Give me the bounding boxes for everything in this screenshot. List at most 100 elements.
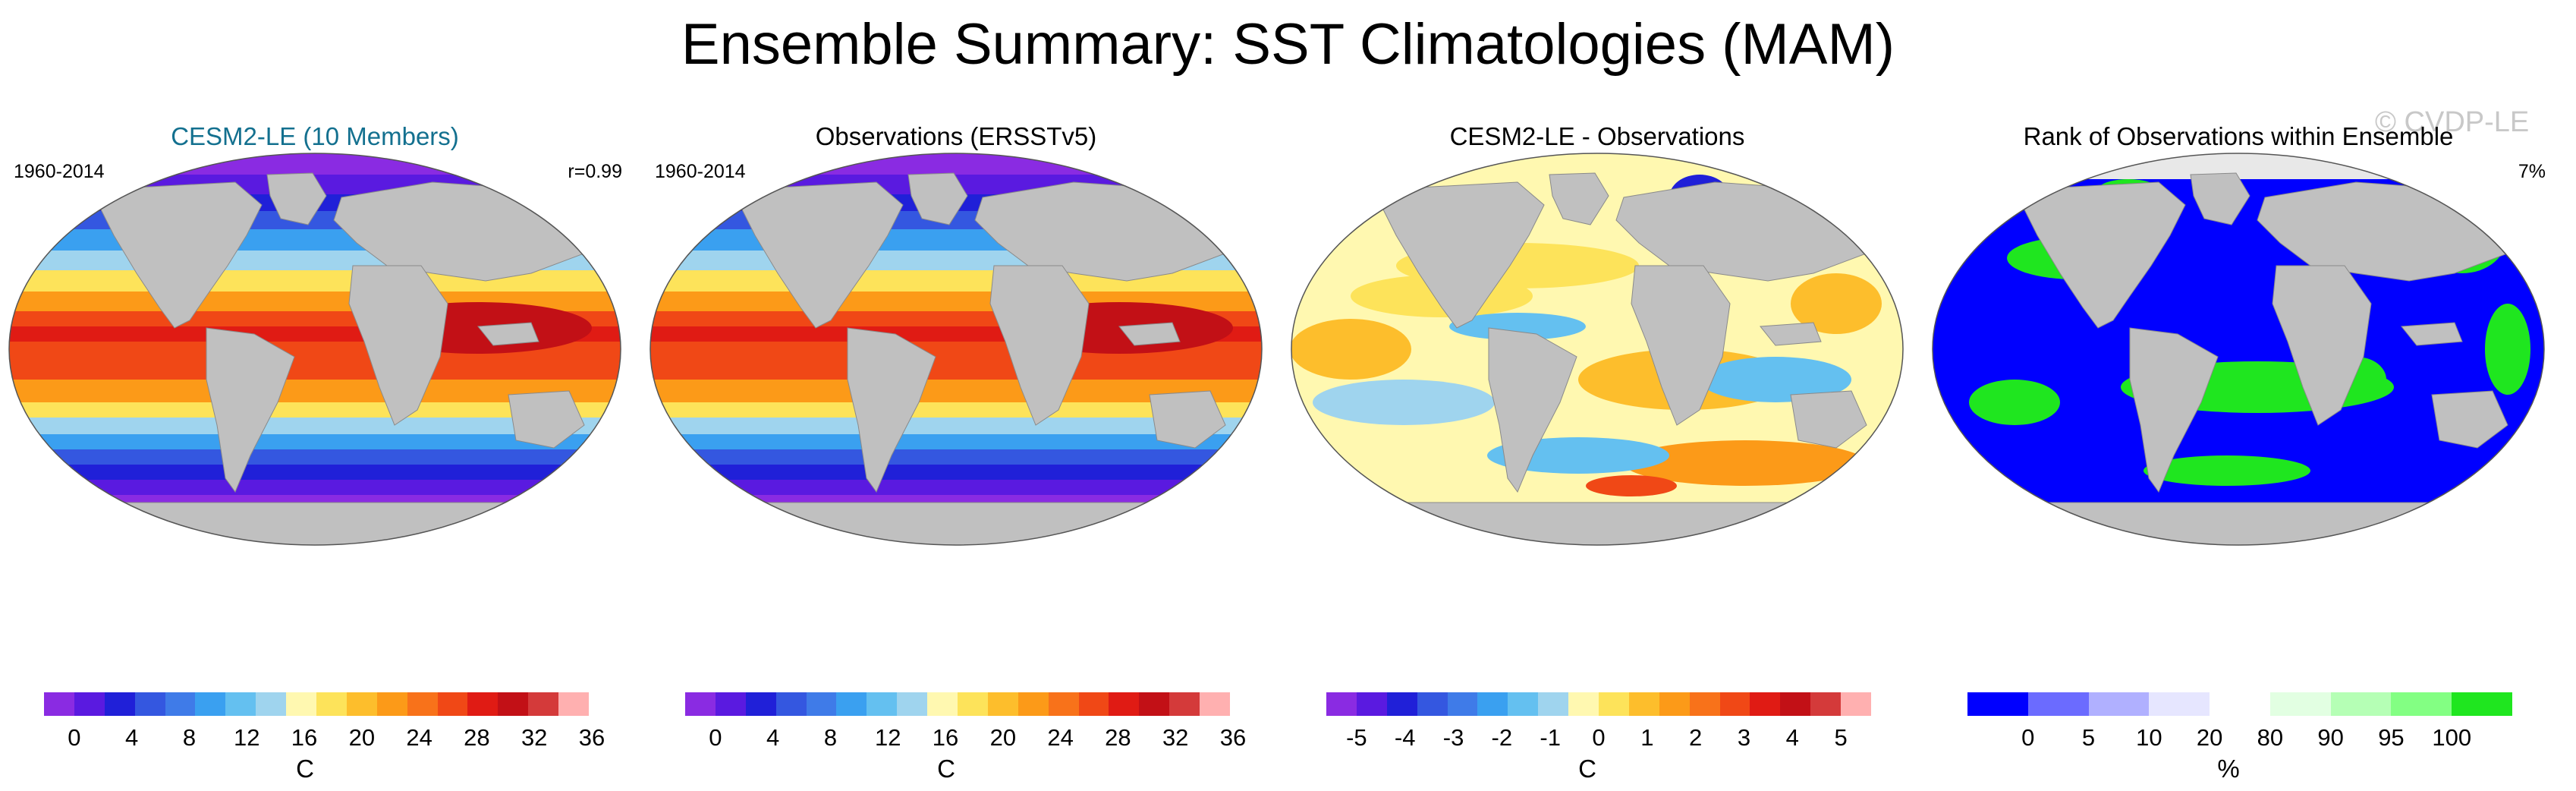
sst-latitude-band: [650, 434, 1262, 449]
colorbar-swatch: [2452, 692, 2513, 716]
colorbar-swatch: [715, 692, 747, 716]
colorbar-swatch: [2269, 692, 2332, 716]
rank-high-region: [2485, 304, 2530, 395]
colorbar-tick-label: 28: [464, 724, 490, 751]
colorbar-swatch: [1109, 692, 1140, 716]
south-america-land: [206, 327, 295, 493]
bias-map: [1291, 153, 1904, 546]
bias-anomaly-region: [1624, 440, 1867, 486]
colorbar-unit: C: [296, 755, 314, 783]
panel-observations-climatology: Observations (ERSSTv5) 1960-2014 0 4 8 12 16…: [641, 121, 1271, 783]
panel-title: Observations (ERSSTv5): [815, 122, 1097, 150]
colorbar-tick-label: 16: [932, 724, 959, 751]
africa-land: [1631, 265, 1731, 426]
north-america-land: [739, 181, 904, 329]
sst-latitude-band: [650, 449, 1262, 465]
colorbar-swatch: [1967, 692, 2029, 716]
colorbar-tick-label: 2: [1689, 724, 1703, 751]
sst-map: [650, 153, 1263, 546]
colorbar-swatch: [2027, 692, 2090, 716]
colorbar-swatch: [927, 692, 958, 716]
colorbar-swatch: [1599, 692, 1630, 716]
colorbar-swatch: [685, 692, 716, 716]
colorbar-swatch: [806, 692, 837, 716]
panel-title: CESM2-LE (10 Members): [171, 122, 459, 150]
indonesia-land: [1118, 322, 1181, 346]
colorbar-tick-label: 32: [1162, 724, 1189, 751]
colorbar-swatch: [1841, 692, 1872, 716]
north-america-land: [98, 181, 263, 329]
period-label: 1960-2014: [655, 161, 746, 182]
greenland-land: [907, 172, 968, 225]
colorbar-swatch: [346, 692, 378, 716]
colorbar-tick-label: 20: [989, 724, 1017, 751]
colorbar-swatch: [867, 692, 898, 716]
colorbar-tick-label: 0: [68, 724, 81, 751]
colorbar-tick-label: 8: [182, 724, 197, 751]
sst-latitude-band: [650, 465, 1262, 480]
colorbar-swatch: [1750, 692, 1781, 716]
colorbar-swatch: [407, 692, 439, 716]
colorbar: -5 -4 -3 -2 -1 0 1 2 3 4 5 C: [1282, 692, 1912, 791]
rank-map: [1932, 153, 2545, 546]
north-america-land: [1380, 181, 1545, 329]
colorbar-swatch: [1508, 692, 1539, 716]
colorbar-swatch: [1628, 692, 1660, 716]
colorbar-tick-label: 0: [2021, 724, 2035, 751]
colorbar-swatch: [256, 692, 287, 716]
colorbar-swatch: [316, 692, 348, 716]
colorbar-swatch: [134, 692, 166, 716]
colorbar-tick-label: 100: [2432, 724, 2472, 751]
antarctica-land: [1357, 502, 1838, 545]
rank-high-region: [2144, 455, 2310, 486]
antarctica-land: [1998, 502, 2479, 545]
bias-anomaly-region: [1449, 313, 1586, 340]
colorbar-swatch: [1659, 692, 1691, 716]
colorbar-swatch: [104, 692, 136, 716]
colorbar: 0 4 8 12 16 20 24 28 32 36 C: [0, 692, 630, 791]
period-label: 1960-2014: [14, 161, 105, 182]
colorbar-swatch: [467, 692, 499, 716]
colorbar-tick-label: 95: [2378, 724, 2405, 751]
colorbar-swatch: [498, 692, 529, 716]
south-america-land: [2129, 327, 2219, 493]
colorbar-tick-label: 10: [2136, 724, 2162, 751]
greenland-land: [2190, 172, 2250, 225]
colorbar-tick-label: 80: [2257, 724, 2284, 751]
colorbar-swatch: [74, 692, 105, 716]
sst-latitude-band: [9, 434, 621, 449]
colorbar-tick-label: 24: [406, 724, 432, 751]
colorbar-unit: C: [937, 755, 955, 783]
indonesia-land: [477, 322, 539, 346]
colorbar-swatch: [775, 692, 807, 716]
bias-anomaly-region: [1791, 273, 1882, 334]
map-outline: [1291, 153, 1904, 546]
colorbar-unit: %: [2217, 755, 2240, 783]
bias-anomaly-region: [1291, 319, 1411, 380]
colorbar-swatch: [528, 692, 559, 716]
colorbar-swatch: [1810, 692, 1842, 716]
sst-latitude-band: [650, 480, 1262, 495]
indonesia-land: [2401, 322, 2463, 346]
colorbar-tick-label: 0: [709, 724, 722, 751]
colorbar-swatch: [2391, 692, 2452, 716]
panel-title: Rank of Observations within Ensemble: [2023, 122, 2454, 150]
panel-model-climatology: CESM2-LE (10 Members) 1960-2014 r=0.99 0…: [0, 121, 630, 783]
colorbar-swatch: [745, 692, 777, 716]
colorbar: 0 5 10 20 80 90 95 100%: [1923, 692, 2553, 791]
colorbar-swatch: [1477, 692, 1508, 716]
colorbar-tick-label: 12: [875, 724, 901, 751]
colorbar-tick-label: 0: [1592, 724, 1606, 751]
colorbar-tick-label: 28: [1105, 724, 1131, 751]
sst-latitude-band: [650, 418, 1262, 434]
colorbar-swatch: [1356, 692, 1388, 716]
bias-anomaly-region: [1313, 380, 1495, 425]
colorbar-swatch: [2088, 692, 2150, 716]
colorbar-tick-label: -4: [1394, 724, 1416, 751]
colorbar-swatch: [1417, 692, 1448, 716]
sst-latitude-band: [9, 153, 621, 175]
colorbar-tick-label: -3: [1442, 724, 1464, 751]
colorbar-swatch: [1326, 692, 1357, 716]
colorbar-tick-label: 4: [766, 724, 780, 751]
north-america-land: [2021, 181, 2186, 329]
